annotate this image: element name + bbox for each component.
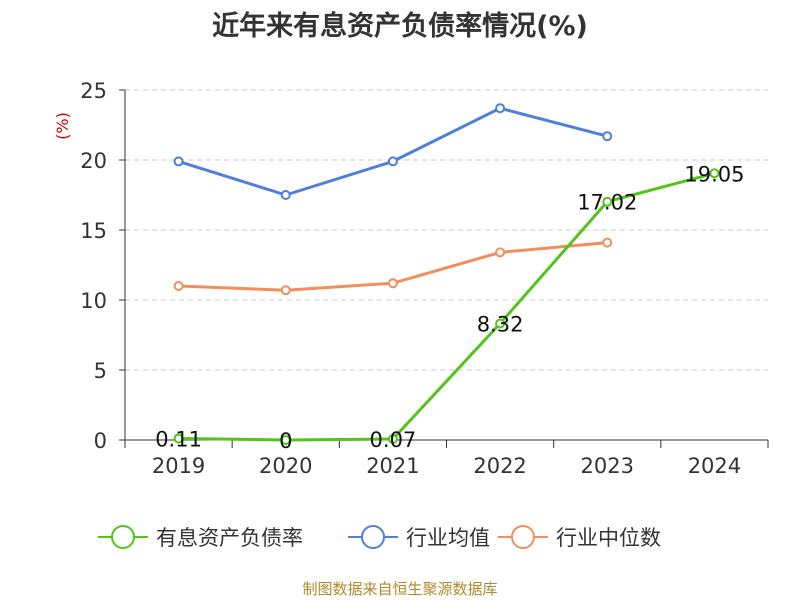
x-tick-label: 2023	[581, 454, 634, 478]
legend-label: 行业中位数	[556, 526, 661, 550]
x-tick-label: 2022	[473, 454, 526, 478]
data-label: 0.07	[370, 428, 417, 452]
data-point	[709, 168, 720, 179]
data-point	[387, 278, 398, 289]
data-point	[495, 318, 506, 329]
y-tick-label: 20	[80, 149, 107, 173]
legend-label: 行业均值	[406, 526, 490, 550]
data-label: 8.32	[477, 313, 524, 337]
x-tick-label: 2020	[259, 454, 312, 478]
y-tick-label: 10	[80, 289, 107, 313]
data-point	[495, 247, 506, 258]
y-tick-label: 15	[80, 219, 107, 243]
x-tick-label: 2021	[366, 454, 419, 478]
x-tick-label: 2019	[152, 454, 205, 478]
data-point	[602, 131, 613, 142]
y-tick-label: 25	[80, 79, 107, 103]
legend-label: 有息资产负债率	[156, 526, 303, 550]
data-label: 0	[279, 429, 292, 453]
data-point	[602, 196, 613, 207]
data-point	[387, 156, 398, 167]
y-axis-ticks: 0 5 10 15 20 25	[80, 79, 125, 453]
x-axis-ticks: 2019 2020 2021 2022 2023 2024	[124, 440, 769, 478]
data-label: 19.05	[684, 162, 744, 186]
data-labels: 0.11 0 0.07 8.32 17.02 19.05	[155, 162, 744, 453]
y-tick-label: 5	[94, 359, 107, 383]
data-point	[280, 435, 291, 445]
data-point	[602, 237, 613, 248]
axes	[124, 90, 768, 441]
data-point	[495, 103, 506, 114]
data-source: 制图数据来自恒生聚源数据库	[302, 580, 498, 598]
grid-lines	[125, 89, 768, 371]
data-point	[387, 434, 398, 445]
series-line	[178, 106, 608, 197]
data-point	[280, 285, 291, 296]
series-lines	[173, 103, 720, 445]
chart-title: 近年来有息资产负债率情况(%)	[212, 11, 588, 42]
y-axis-unit-label: (%)	[53, 112, 72, 140]
y-tick-label: 0	[94, 429, 107, 453]
data-label: 0.11	[155, 427, 202, 451]
data-point	[280, 190, 291, 200]
legend-marker	[111, 525, 135, 549]
legend: 有息资产负债率 行业均值 行业中位数	[98, 525, 661, 550]
data-point	[173, 156, 184, 167]
legend-marker	[511, 525, 535, 549]
x-tick-label: 2024	[688, 454, 741, 478]
data-point	[173, 281, 184, 291]
legend-marker	[361, 525, 385, 549]
series-line	[178, 171, 715, 442]
data-label: 17.02	[577, 191, 637, 215]
data-point	[173, 433, 184, 444]
